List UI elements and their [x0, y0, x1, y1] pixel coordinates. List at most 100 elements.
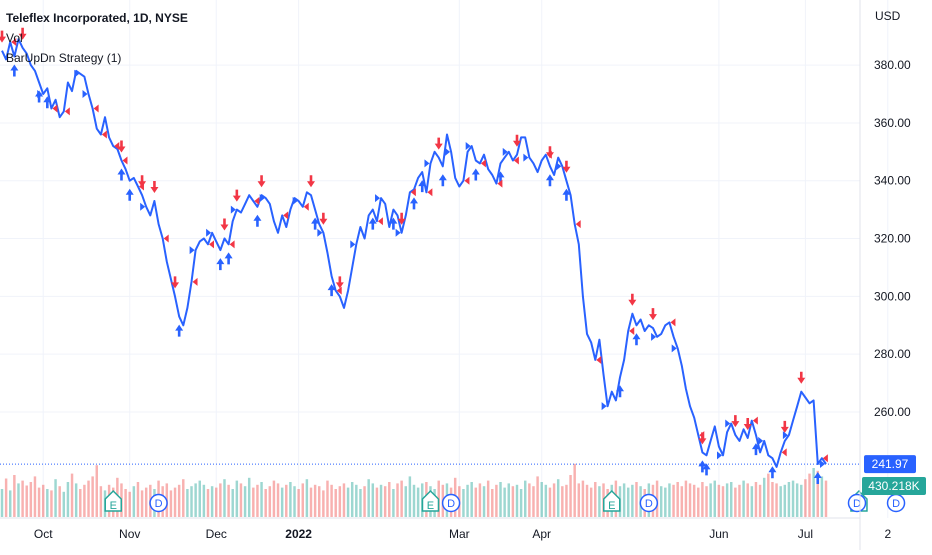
- volume-bar: [256, 484, 259, 517]
- volume-bar: [83, 484, 86, 517]
- volume-bar: [730, 482, 733, 517]
- volume-bar: [202, 484, 206, 517]
- volume-bar: [87, 480, 90, 517]
- volume-bar: [548, 487, 552, 517]
- down-arrow-shape: [232, 189, 241, 202]
- short-signal-arrow: [648, 308, 657, 321]
- long-signal-arrow: [751, 443, 760, 456]
- down-arrow-shape: [513, 134, 521, 147]
- volume-bar: [177, 484, 181, 517]
- volume-bar: [375, 487, 379, 517]
- dividend-marker: D: [441, 493, 461, 513]
- short-triangle: [575, 220, 581, 229]
- volume-bar: [219, 483, 222, 517]
- volume-bar: [750, 486, 754, 517]
- volume-bar: [725, 483, 729, 517]
- down-arrow-shape: [797, 371, 806, 384]
- volume-bar: [581, 480, 585, 517]
- volume-bar: [21, 480, 24, 517]
- volume-bar: [627, 487, 630, 517]
- short-signal-arrow: [335, 276, 344, 289]
- short-triangle: [138, 182, 144, 191]
- short-triangle: [513, 156, 519, 165]
- down-arrow-shape: [117, 140, 126, 153]
- down-arrow-shape: [335, 276, 344, 289]
- up-arrow-shape: [813, 471, 822, 484]
- volume-bar: [338, 486, 342, 517]
- short-triangle: [822, 454, 828, 463]
- short-triangle: [699, 431, 705, 440]
- volume-bar: [466, 484, 469, 517]
- legend-strategy[interactable]: BarUpDn Strategy (1): [6, 51, 122, 65]
- volume-bar: [408, 476, 412, 517]
- volume-bar: [565, 484, 568, 517]
- volume-bar: [206, 489, 210, 517]
- volume-bar: [29, 482, 33, 517]
- earnings-marker: E: [421, 489, 440, 512]
- volume-bar: [70, 473, 74, 517]
- short-triangle: [410, 188, 416, 197]
- volume-bar: [573, 463, 576, 517]
- short-signal-arrow: [319, 212, 328, 225]
- y-tick-label: 320.00: [874, 232, 911, 246]
- short-signal-arrow: [220, 218, 229, 231]
- earnings-marker-shape: [603, 489, 621, 512]
- short-triangle: [192, 277, 198, 286]
- x-tick-label: Jun: [709, 527, 728, 541]
- long-signal-arrow: [175, 324, 184, 337]
- volume-bar: [598, 486, 601, 517]
- down-arrow-shape: [220, 218, 229, 231]
- down-arrow-shape: [319, 212, 328, 225]
- down-arrow-shape: [150, 180, 159, 193]
- volume-bar: [561, 486, 564, 517]
- volume-bar: [128, 491, 131, 517]
- volume-bar: [594, 482, 597, 517]
- volume-bar: [738, 484, 741, 517]
- last-price-label: 241.97: [864, 455, 916, 474]
- volume-bar: [95, 465, 98, 517]
- volume-bar: [326, 480, 329, 517]
- earnings-marker-shape: [104, 489, 122, 512]
- volume-bar: [309, 487, 313, 517]
- volume-bar: [734, 487, 737, 517]
- volume-bar: [66, 482, 70, 517]
- volume-bar: [585, 484, 589, 517]
- dividend-marker: D: [639, 493, 659, 513]
- long-signal-arrow: [216, 258, 225, 271]
- volume-bar: [264, 489, 267, 517]
- long-signal-arrow: [698, 460, 707, 473]
- earnings-marker-label: E: [427, 500, 434, 512]
- up-arrow-shape: [368, 217, 377, 230]
- short-signal-arrow: [232, 189, 241, 202]
- y-tick-label: 340.00: [874, 174, 911, 188]
- chart-title[interactable]: Teleflex Incorporated, 1D, NYSE: [6, 11, 188, 25]
- up-arrow-shape: [496, 171, 505, 184]
- volume-bar: [515, 484, 519, 517]
- volume-bar: [519, 489, 523, 517]
- volume-bar: [820, 476, 824, 517]
- volume-bar: [692, 484, 696, 517]
- earnings-marker-label: E: [608, 500, 615, 512]
- up-arrow-shape: [471, 168, 480, 181]
- volume-bar: [536, 476, 539, 517]
- down-arrow-shape: [257, 175, 266, 188]
- dividend-marker-label: D: [155, 498, 163, 510]
- x-tick-label: Jul: [798, 527, 813, 541]
- up-arrow-shape: [545, 174, 554, 187]
- long-signal-arrow: [438, 174, 447, 187]
- long-signal-arrow: [471, 168, 480, 181]
- long-signal-arrow: [545, 174, 554, 187]
- legend-volume[interactable]: Vol: [6, 31, 23, 45]
- short-signal-arrow: [743, 417, 752, 430]
- volume-bar: [285, 484, 288, 517]
- short-triangle: [480, 159, 486, 168]
- down-arrow-shape: [307, 175, 315, 188]
- volume-bar: [544, 484, 548, 517]
- long-signal-arrow: [368, 217, 377, 230]
- volume-bar: [136, 482, 140, 517]
- short-signal-arrow: [0, 30, 6, 43]
- volume-bar: [688, 483, 692, 517]
- volume-bar: [383, 486, 387, 517]
